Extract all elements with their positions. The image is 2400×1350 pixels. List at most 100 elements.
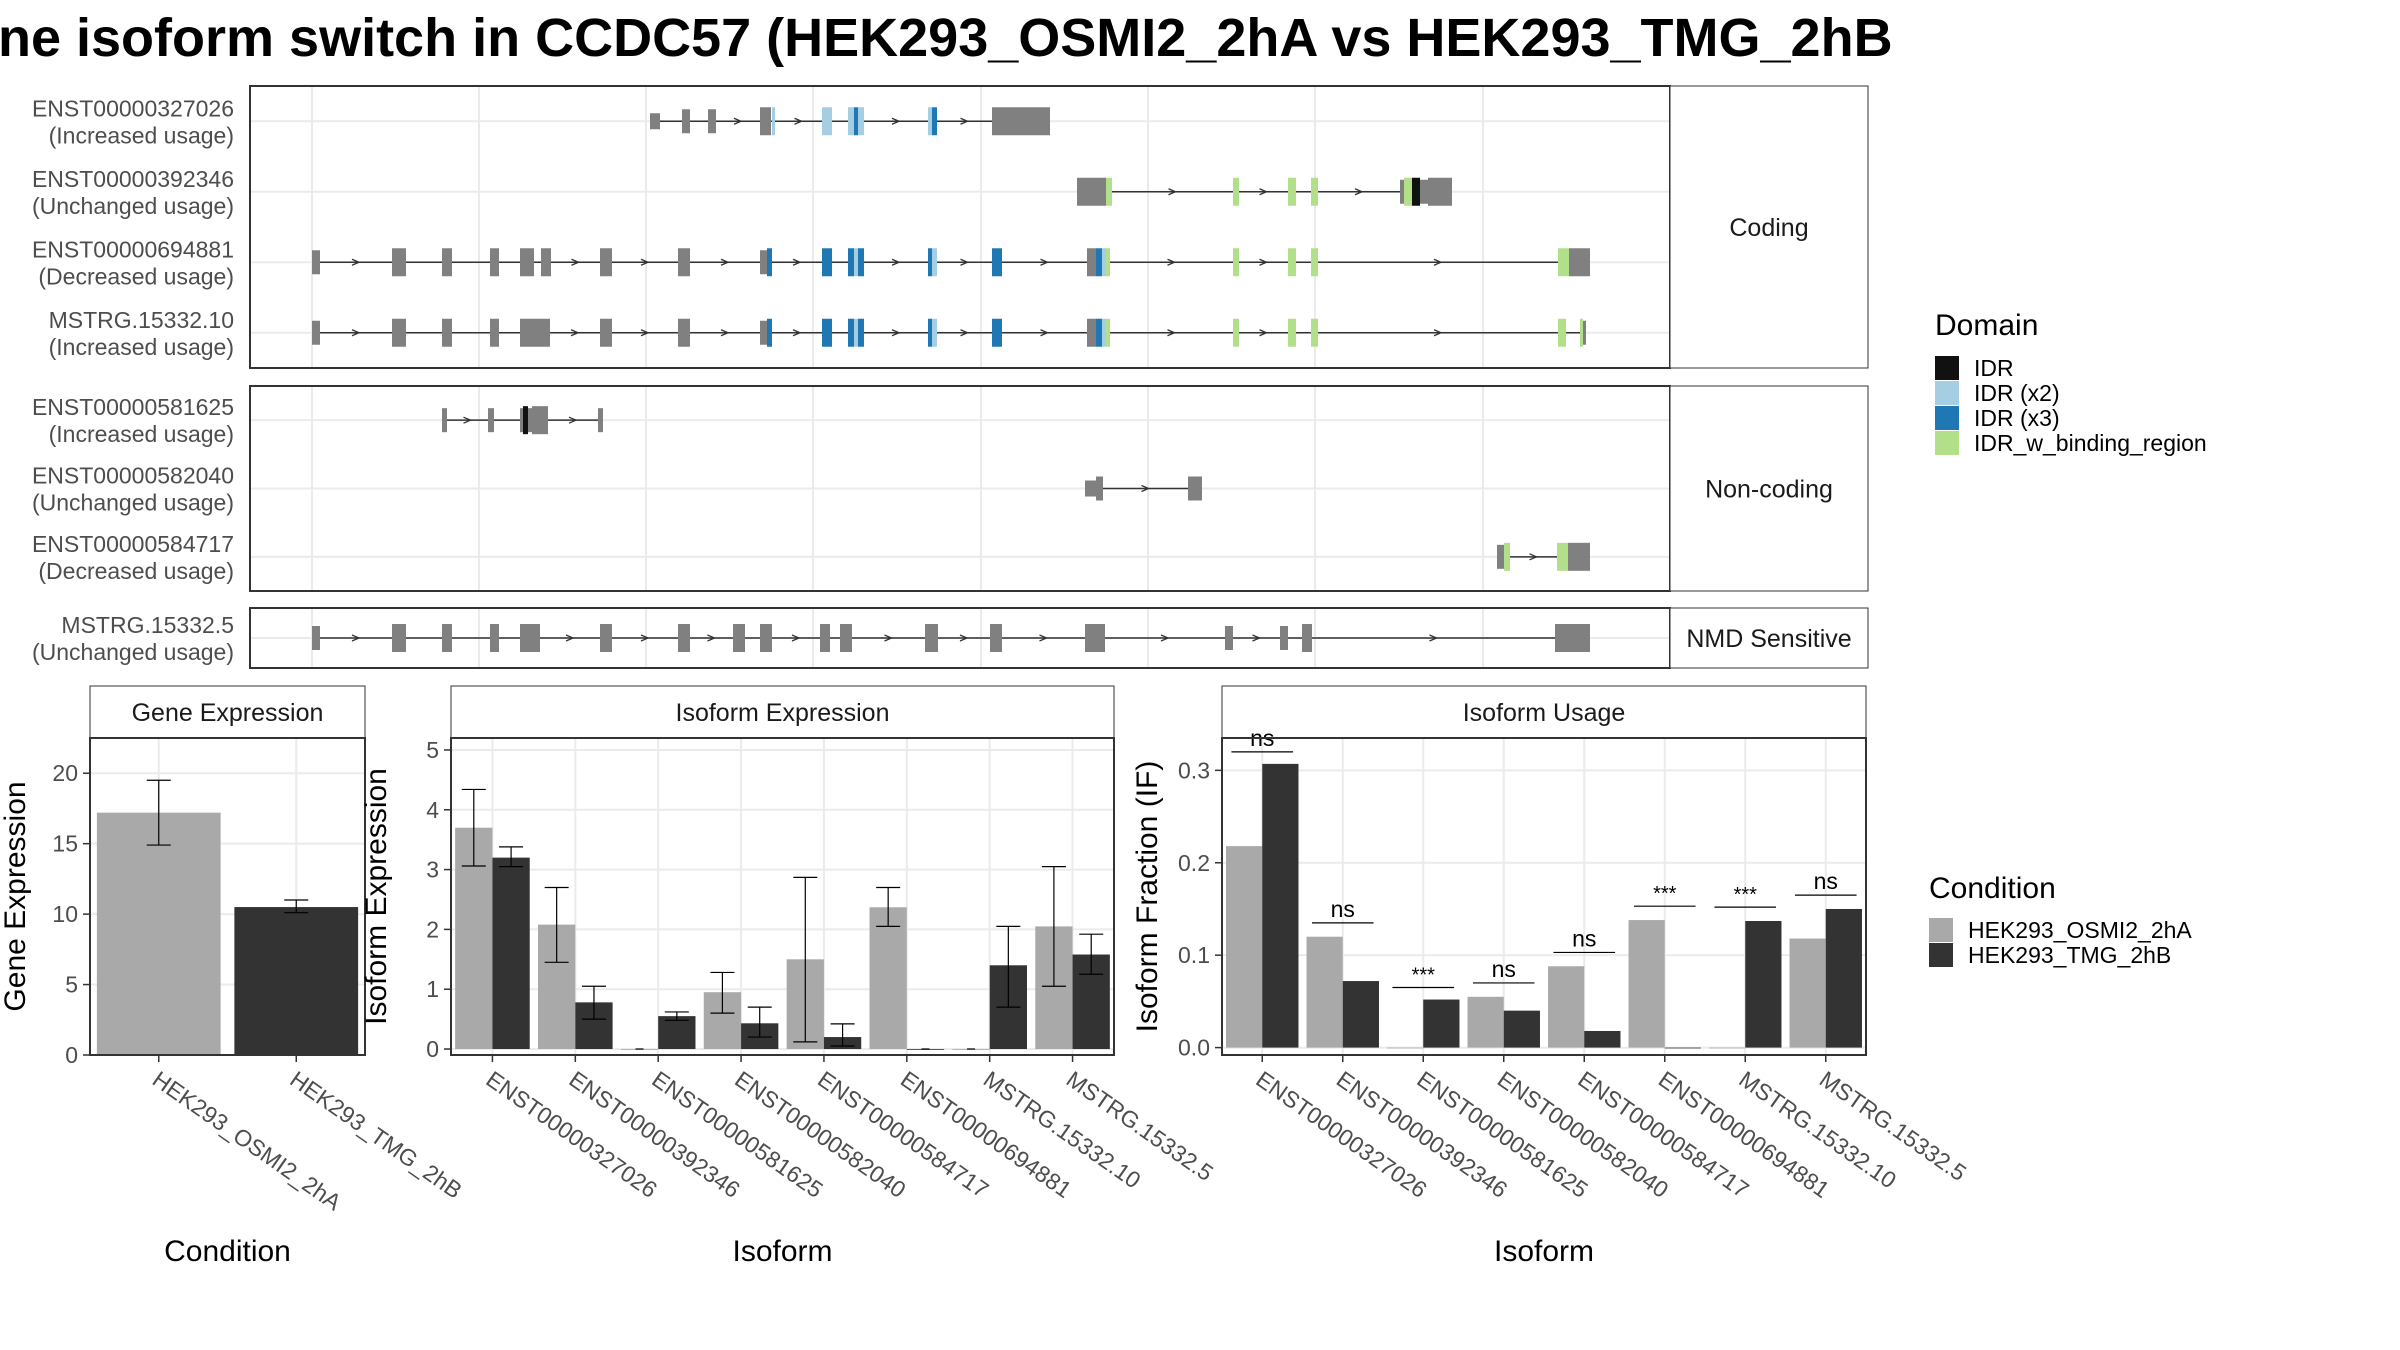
domain-block [1558, 318, 1566, 347]
direction-arrow [640, 329, 650, 337]
transcript-usage-label: (Unchanged usage) [32, 193, 234, 219]
y-tick-label: 3 [426, 857, 439, 883]
direction-arrow [463, 416, 473, 424]
exon-block [1583, 320, 1586, 345]
transcript-id-label: ENST00000694881 [32, 236, 234, 262]
exon-block [312, 250, 320, 275]
facet-label-coding: Coding [1729, 214, 1808, 242]
domain-legend-swatch [1935, 431, 1959, 455]
condition-legend-item: HEK293_TMG_2hB [1968, 942, 2171, 968]
structure-panel-bg-coding [250, 86, 1670, 368]
exon-block [1400, 179, 1404, 204]
bar [1789, 938, 1826, 1048]
direction-arrow [733, 117, 743, 125]
direction-arrow [720, 329, 730, 337]
plot-border [1221, 737, 1867, 1056]
exon-block [760, 320, 767, 345]
domain-legend-item: IDR (x3) [1974, 405, 2060, 431]
direction-arrow [1354, 188, 1364, 196]
domain-block [1102, 318, 1106, 347]
facet-strip [450, 685, 1115, 739]
domain-legend-title: Domain [1935, 309, 2038, 342]
domain-block [848, 107, 854, 136]
y-tick-label: 4 [426, 797, 439, 823]
facet-strip-coding [1669, 85, 1869, 369]
direction-arrow [1141, 484, 1151, 493]
direction-arrow [1429, 634, 1439, 642]
domain-block [1558, 248, 1569, 277]
domain-block [1580, 318, 1583, 347]
y-tick-label: 1 [426, 976, 439, 1002]
domain-legend-item: IDR [1974, 355, 2014, 381]
x-axis-title: Isoform [732, 1235, 832, 1268]
exon-block [1188, 476, 1194, 501]
y-tick-label: 0.1 [1178, 942, 1210, 968]
condition-legend-swatch [1929, 943, 1953, 967]
direction-arrow [1252, 634, 1262, 642]
domain-block [992, 318, 1002, 347]
domain-block [523, 406, 528, 435]
exon-block [490, 624, 499, 652]
direction-arrow [571, 258, 581, 266]
domain-block [1404, 177, 1412, 206]
exon-block [925, 624, 938, 652]
exon-block [1555, 624, 1590, 652]
direction-arrow [351, 329, 361, 337]
significance-label: *** [1734, 884, 1758, 906]
domain-block [767, 318, 772, 347]
direction-arrow [1168, 188, 1178, 196]
exon-block [312, 320, 320, 345]
exon-block [1568, 542, 1590, 571]
bar [1423, 999, 1460, 1048]
domain-block [1096, 318, 1102, 347]
exon-block [760, 624, 772, 652]
transcript-usage-label: (Decreased usage) [38, 558, 234, 584]
significance-label: *** [1653, 883, 1677, 905]
y-tick-label: 0.3 [1178, 757, 1210, 783]
exon-block [600, 624, 612, 652]
bar [1709, 1047, 1746, 1049]
y-tick-label: 0.0 [1178, 1035, 1210, 1061]
direction-arrow [960, 117, 970, 125]
bar [1628, 920, 1665, 1048]
direction-arrow [568, 416, 578, 424]
domain-block [1311, 248, 1318, 277]
y-tick-label: 0 [65, 1042, 78, 1068]
domain-block [1288, 177, 1296, 206]
exon-block [1005, 107, 1050, 136]
domain-legend-item: IDR_w_binding_region [1974, 430, 2207, 456]
domain-block [1412, 177, 1420, 206]
exon-block [532, 406, 548, 435]
domain-block [1557, 542, 1568, 571]
exon-block [1428, 177, 1452, 206]
exon-block [392, 248, 406, 277]
domain-block [854, 318, 858, 347]
condition-legend-swatch [1929, 918, 1953, 942]
direction-arrow [792, 258, 802, 266]
direction-arrow [884, 634, 894, 642]
domain-block [1311, 177, 1318, 206]
plot-border [450, 737, 1115, 1056]
significance-label: ns [1492, 956, 1516, 982]
exon-block [528, 408, 532, 433]
transcript-id-label: MSTRG.15332.10 [49, 307, 234, 333]
bar [1745, 920, 1782, 1048]
exon-block [678, 318, 690, 347]
exon-block [708, 109, 716, 134]
transcript-usage-label: (Unchanged usage) [32, 490, 234, 516]
y-axis-title: Gene Expression [0, 781, 32, 1011]
direction-arrow [1040, 329, 1050, 337]
y-tick-label: 0 [426, 1036, 439, 1062]
direction-arrow [960, 258, 970, 266]
bar [492, 857, 530, 1050]
direction-arrow [570, 329, 580, 337]
domain-block [1233, 318, 1239, 347]
significance-label: ns [1572, 925, 1596, 951]
domain-block [1102, 248, 1106, 277]
bar [1262, 763, 1299, 1048]
exon-block [1085, 624, 1105, 652]
condition-legend-title: Condition [1929, 872, 2056, 905]
bar [1226, 846, 1263, 1048]
y-tick-label: 20 [52, 760, 78, 786]
exon-block [1085, 480, 1096, 497]
